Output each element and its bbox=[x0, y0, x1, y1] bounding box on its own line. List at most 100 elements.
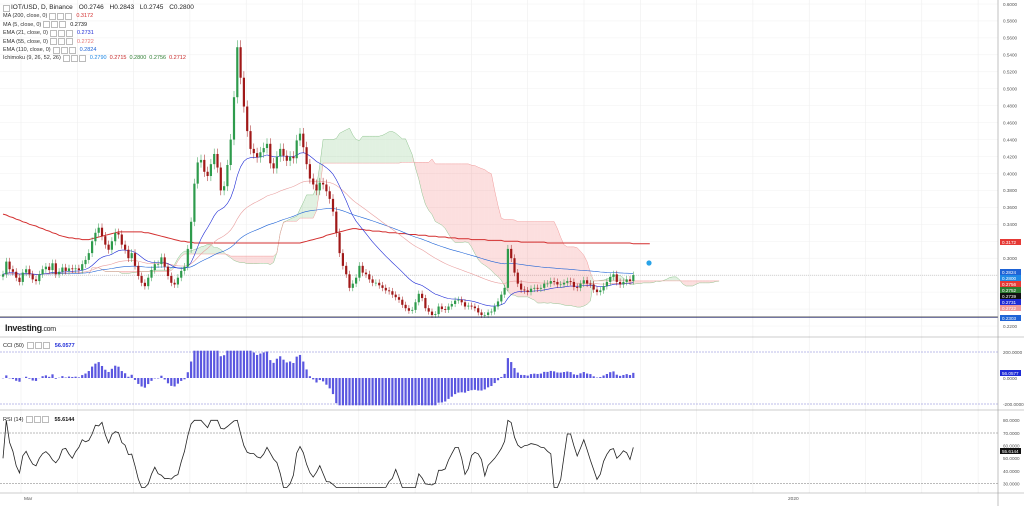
cci-bar bbox=[239, 350, 242, 378]
more-icon[interactable] bbox=[42, 416, 50, 423]
cloud-segment bbox=[174, 258, 178, 268]
close-icon[interactable] bbox=[34, 342, 42, 349]
settings-icon[interactable] bbox=[57, 29, 65, 37]
price-badge bbox=[1000, 315, 1021, 321]
cci-bar bbox=[110, 368, 113, 378]
ma200-line bbox=[2, 213, 650, 245]
candle-body bbox=[289, 156, 292, 161]
cci-bar bbox=[272, 362, 275, 378]
candle-body bbox=[21, 272, 24, 282]
close-icon[interactable] bbox=[65, 13, 73, 21]
cloud-segment bbox=[128, 271, 132, 274]
cci-bar bbox=[77, 377, 80, 378]
eye-icon[interactable] bbox=[49, 13, 57, 21]
cloud-segment bbox=[547, 221, 551, 304]
eye-icon[interactable] bbox=[49, 29, 57, 37]
eye-icon[interactable] bbox=[52, 46, 60, 54]
candle-body bbox=[430, 311, 434, 315]
cci-bar bbox=[173, 378, 176, 387]
cci-bar bbox=[328, 378, 331, 389]
indicator-ma5[interactable]: MA (5, close, 0) 0.2739 bbox=[3, 21, 198, 29]
cci-bar bbox=[470, 378, 473, 391]
eye-icon[interactable] bbox=[49, 38, 57, 46]
candle-body bbox=[341, 253, 344, 266]
cci-bar bbox=[394, 378, 397, 406]
cci-bar bbox=[424, 378, 427, 406]
cci-bar bbox=[546, 371, 549, 378]
cloud-segment bbox=[263, 256, 267, 264]
cci-bar bbox=[232, 350, 236, 378]
cloud-segment bbox=[445, 163, 449, 234]
cci-bar bbox=[374, 378, 377, 406]
candle-body bbox=[411, 309, 414, 311]
cloud-segment bbox=[336, 133, 340, 164]
rsi-tick-label: 40.0000 bbox=[1003, 469, 1020, 474]
cloud-segment bbox=[527, 221, 531, 299]
cci-bar bbox=[407, 378, 410, 406]
cci-bar bbox=[100, 365, 104, 378]
cci-bar bbox=[285, 362, 288, 378]
candle-body bbox=[104, 236, 107, 245]
cloud-segment bbox=[468, 163, 472, 248]
cci-bar bbox=[388, 378, 391, 406]
cci-bar bbox=[440, 378, 443, 403]
indicator-ichimoku[interactable]: Ichimoku (9, 26, 52, 26) 0.2790 0.2715 0… bbox=[3, 54, 198, 63]
cci-bar bbox=[143, 378, 146, 388]
more-icon[interactable] bbox=[42, 342, 50, 349]
candle-body bbox=[64, 267, 67, 271]
eye-icon[interactable] bbox=[62, 55, 70, 63]
cci-bar bbox=[114, 365, 117, 378]
cloud-segment bbox=[649, 280, 654, 283]
close-icon[interactable] bbox=[59, 21, 67, 29]
cci-bar bbox=[576, 374, 579, 378]
cloud-segment bbox=[313, 187, 317, 219]
cci-bar bbox=[562, 372, 566, 378]
settings-icon[interactable] bbox=[51, 21, 59, 29]
candle-body bbox=[556, 281, 559, 285]
candle-body bbox=[364, 272, 368, 275]
candle-body bbox=[120, 234, 123, 245]
eye-icon[interactable] bbox=[43, 21, 51, 29]
indicator-ema55[interactable]: EMA (55, close, 0) 0.2722 bbox=[3, 38, 198, 46]
settings-icon[interactable] bbox=[57, 13, 65, 21]
close-icon[interactable] bbox=[78, 55, 86, 63]
candle-body bbox=[549, 281, 552, 284]
candle-body bbox=[173, 282, 176, 285]
close-icon[interactable] bbox=[34, 416, 42, 423]
cci-bar bbox=[199, 350, 203, 378]
cloud-segment bbox=[250, 256, 254, 264]
cloud-segment bbox=[270, 256, 274, 265]
close-icon[interactable] bbox=[65, 29, 73, 37]
settings-icon[interactable] bbox=[57, 38, 65, 46]
settings-icon[interactable] bbox=[26, 342, 34, 349]
cloud-segment bbox=[161, 270, 165, 272]
settings-icon[interactable] bbox=[60, 46, 68, 54]
collapse-icon[interactable] bbox=[3, 4, 10, 12]
rsi-legend: RSI (14) 55.6144 bbox=[3, 416, 74, 423]
cloud-segment bbox=[154, 270, 159, 272]
indicator-ma200[interactable]: MA (200, close, 0) 0.3172 bbox=[3, 12, 198, 21]
indicator-value: 0.3172 bbox=[76, 13, 94, 20]
cloud-segment bbox=[702, 280, 706, 283]
close-icon[interactable] bbox=[65, 38, 73, 46]
candle-body bbox=[506, 248, 509, 288]
cci-bar bbox=[150, 378, 153, 381]
close-icon[interactable] bbox=[68, 46, 76, 54]
indicator-ema110[interactable]: EMA (110, close, 0) 0.2824 bbox=[3, 46, 198, 54]
logo-suffix: .com bbox=[41, 326, 56, 333]
cci-bar bbox=[71, 376, 74, 378]
cci-bar bbox=[256, 354, 259, 378]
candle-body bbox=[480, 312, 483, 315]
settings-icon[interactable] bbox=[26, 416, 34, 423]
cci-bar bbox=[308, 376, 311, 378]
candle-body bbox=[229, 139, 232, 165]
indicator-ema21[interactable]: EMA (21, close, 0) 0.2731 bbox=[3, 29, 198, 37]
cci-tick-label: -200.0000 bbox=[1003, 402, 1024, 407]
indicator-value: 0.2712 bbox=[169, 55, 186, 62]
cloud-segment bbox=[362, 136, 366, 164]
cci-bar bbox=[196, 350, 199, 378]
cci-bar bbox=[427, 378, 430, 406]
settings-icon[interactable] bbox=[70, 55, 78, 63]
cci-bar bbox=[500, 376, 503, 378]
price-badge bbox=[1000, 293, 1021, 299]
